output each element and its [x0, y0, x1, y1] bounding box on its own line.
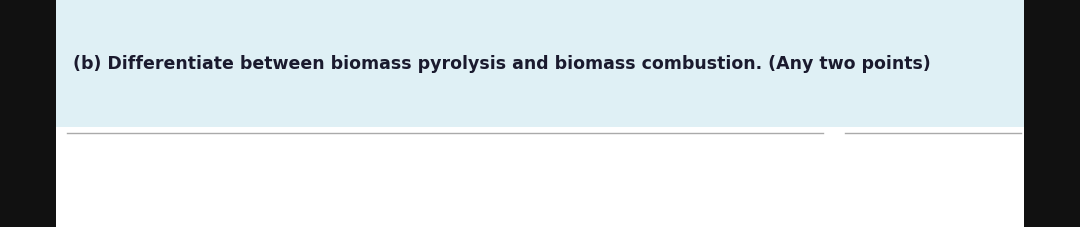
FancyBboxPatch shape [0, 0, 56, 227]
FancyBboxPatch shape [56, 0, 1024, 127]
FancyBboxPatch shape [1024, 0, 1080, 227]
Text: (b) Differentiate between biomass pyrolysis and biomass combustion. (Any two poi: (b) Differentiate between biomass pyroly… [73, 54, 931, 73]
